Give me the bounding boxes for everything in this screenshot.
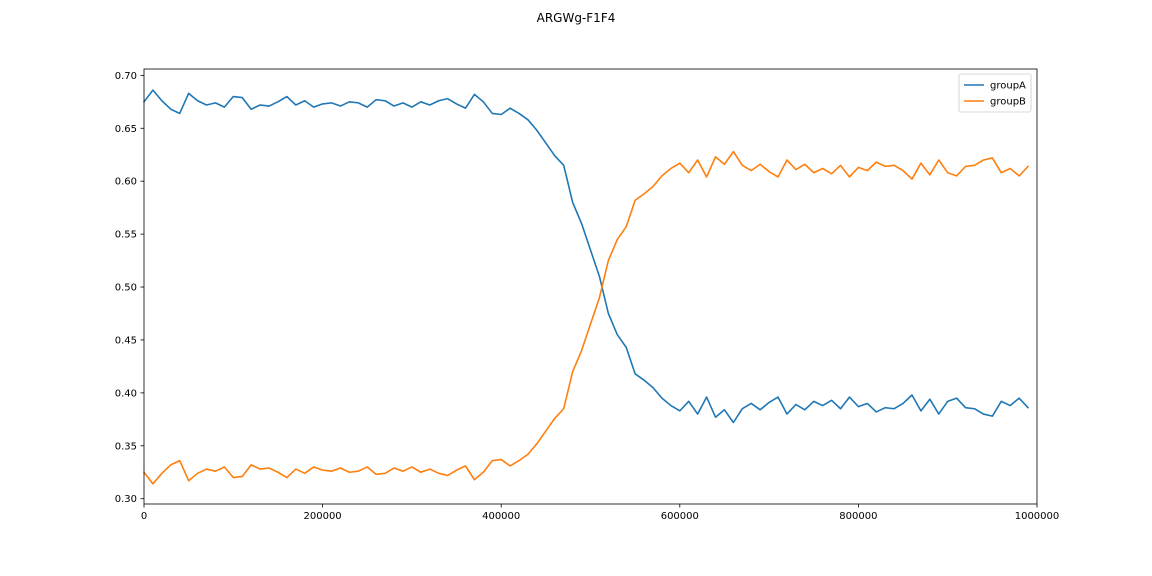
legend: groupA groupB — [958, 73, 1032, 113]
x-tick-label: 1000000 — [1015, 511, 1060, 522]
plot-lines — [143, 89, 1029, 485]
legend-label-groupA: groupA — [990, 81, 1026, 92]
y-tick-label: 0.45 — [115, 335, 137, 346]
x-tick-label: 800000 — [839, 511, 877, 522]
chart-title: ARGWg-F1F4 — [537, 11, 616, 25]
y-axis: 0.30 0.35 0.40 0.45 0.50 0.55 0.60 0.65 0.70 — [115, 71, 144, 505]
y-tick-label: 0.65 — [115, 124, 137, 135]
y-tick-label: 0.30 — [115, 494, 137, 505]
legend-label-groupB: groupB — [990, 97, 1026, 108]
legend-box — [958, 73, 1032, 113]
y-tick-label: 0.70 — [115, 71, 137, 82]
x-tick-label: 200000 — [304, 511, 342, 522]
plot-frame — [143, 68, 1038, 505]
y-tick-label: 0.40 — [115, 388, 137, 399]
x-tick-label: 0 — [141, 511, 147, 522]
x-axis: 0 200000 400000 600000 800000 1000000 — [141, 504, 1059, 522]
series-line-groupA — [143, 89, 1029, 424]
series-line-groupB — [143, 150, 1029, 485]
y-tick-label: 0.35 — [115, 441, 137, 452]
y-tick-label: 0.55 — [115, 230, 137, 241]
x-tick-label: 400000 — [482, 511, 520, 522]
x-tick-label: 600000 — [661, 511, 699, 522]
y-tick-label: 0.60 — [115, 177, 137, 188]
y-tick-label: 0.50 — [115, 283, 137, 294]
